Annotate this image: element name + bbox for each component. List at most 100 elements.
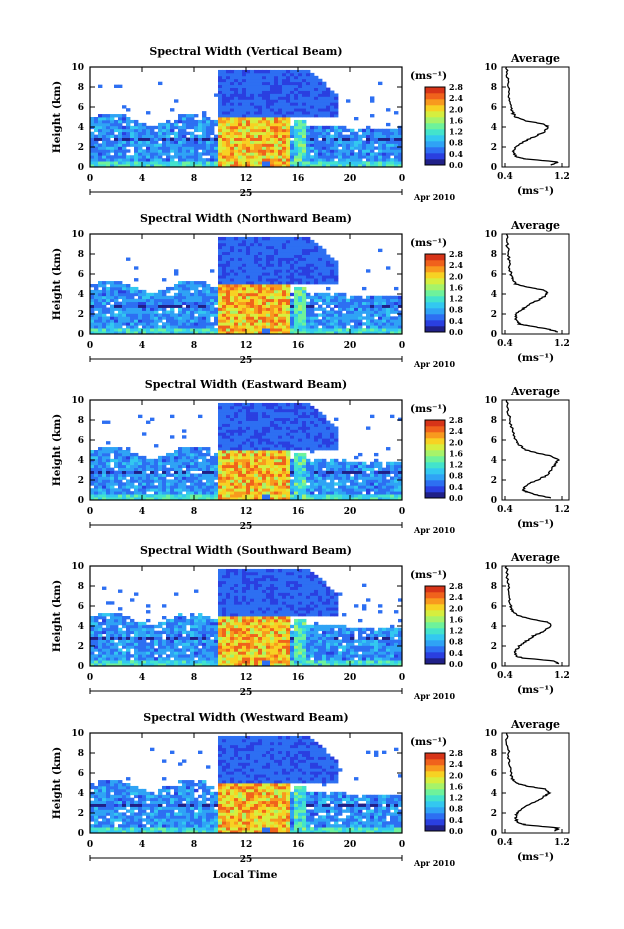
heatmap-cell [90, 461, 95, 466]
heatmap-cell [262, 69, 267, 74]
heatmap-cell [222, 117, 227, 121]
heatmap-cell [286, 461, 291, 466]
heatmap-cell [190, 307, 195, 311]
heatmap-cell [154, 473, 159, 477]
heatmap-cell [110, 140, 115, 144]
heatmap-cell [394, 301, 399, 305]
heatmap-cell [262, 75, 267, 80]
heatmap-cell [326, 146, 331, 150]
heatmap-cell [274, 134, 279, 138]
heatmap-cell [306, 438, 311, 442]
heatmap-cell [246, 435, 251, 439]
heatmap-cell [246, 263, 251, 267]
heatmap-cell [130, 301, 135, 305]
avg-y-tick-label: 2 [491, 143, 497, 153]
heatmap-cell [266, 322, 271, 326]
heatmap-cell [254, 242, 259, 247]
heatmap-cell [262, 479, 267, 483]
heatmap-cell [254, 467, 259, 471]
heatmap-cell [222, 102, 227, 106]
heatmap-cell [326, 114, 331, 118]
heatmap-cell [310, 479, 315, 483]
heatmap-cell [334, 266, 339, 270]
heatmap-cell [298, 411, 303, 416]
heatmap-cell [278, 411, 283, 416]
heatmap-cell [338, 322, 343, 326]
heatmap-cell [194, 467, 199, 471]
heatmap-cell [294, 408, 299, 413]
heatmap-cell [178, 131, 183, 136]
heatmap-cell [322, 310, 327, 314]
heatmap-cell [182, 146, 187, 150]
heatmap-cell [198, 479, 203, 483]
heatmap-cell [302, 281, 307, 285]
heatmap-cell [182, 119, 187, 124]
heatmap-cell [326, 488, 331, 492]
colorbar-segment [425, 111, 445, 118]
heatmap-cell [90, 307, 95, 311]
heatmap-cell [166, 155, 171, 159]
heatmap-cell [290, 316, 295, 320]
heatmap-cell [374, 161, 379, 165]
heatmap-cell [298, 494, 303, 498]
heatmap-cell [398, 155, 403, 159]
heatmap-cell [254, 479, 259, 483]
heatmap-cell [314, 411, 319, 416]
heatmap-cell [122, 131, 127, 136]
heatmap-cell [202, 301, 207, 305]
heatmap-cell [170, 485, 175, 489]
heatmap-cell [294, 164, 299, 168]
heatmap-cell [250, 461, 255, 466]
heatmap-cell [318, 140, 323, 144]
heatmap-cell [210, 131, 215, 136]
heatmap-cell [310, 408, 315, 413]
heatmap-cell [194, 114, 199, 118]
heatmap-cell [94, 301, 99, 305]
heatmap-cell [234, 284, 239, 288]
heatmap-cell [354, 131, 359, 136]
heatmap-cell [358, 494, 363, 498]
heatmap-cell [358, 316, 363, 320]
heatmap-cell [274, 316, 279, 320]
heatmap-cell [230, 322, 235, 326]
heatmap-cell [270, 134, 275, 138]
heatmap-cell [166, 331, 171, 335]
heatmap-cell [90, 482, 95, 486]
heatmap-cell [242, 458, 247, 463]
heatmap-cell [258, 99, 263, 103]
heatmap-cell [258, 414, 263, 419]
heatmap-cell [286, 122, 291, 127]
heatmap-cell [210, 289, 215, 294]
heatmap-cell [226, 164, 231, 168]
heatmap-cell [350, 313, 355, 317]
heatmap-cell [250, 432, 255, 436]
heatmap-cell [350, 497, 355, 501]
heatmap-cell [222, 81, 227, 86]
heatmap-cell [114, 304, 119, 308]
heatmap-cell [390, 328, 395, 332]
heatmap-cell [226, 102, 231, 106]
heatmap-cell [206, 476, 211, 480]
heatmap-cell [306, 485, 311, 489]
heatmap-cell [250, 423, 255, 427]
heatmap-cell [146, 319, 151, 323]
heatmap-cell [218, 301, 223, 305]
colorbar-tick-label: 0.0 [449, 160, 463, 170]
heatmap-cell [218, 470, 223, 474]
heatmap-cell [314, 429, 319, 433]
heatmap-cell [270, 81, 275, 86]
heatmap-cell [106, 128, 111, 133]
heatmap-cell [262, 307, 267, 311]
heatmap-cell [258, 140, 263, 144]
heatmap-cell [142, 331, 147, 335]
heatmap-cell [266, 301, 271, 305]
heatmap-cell [130, 452, 135, 457]
heatmap-cell [234, 405, 239, 410]
heatmap-cell [330, 257, 335, 261]
heatmap-cell [310, 322, 315, 326]
heatmap-cell [242, 90, 247, 94]
heatmap-cell [390, 316, 395, 320]
heatmap-cell [98, 152, 103, 156]
heatmap-cell [238, 149, 243, 153]
heatmap-cell [90, 479, 95, 483]
